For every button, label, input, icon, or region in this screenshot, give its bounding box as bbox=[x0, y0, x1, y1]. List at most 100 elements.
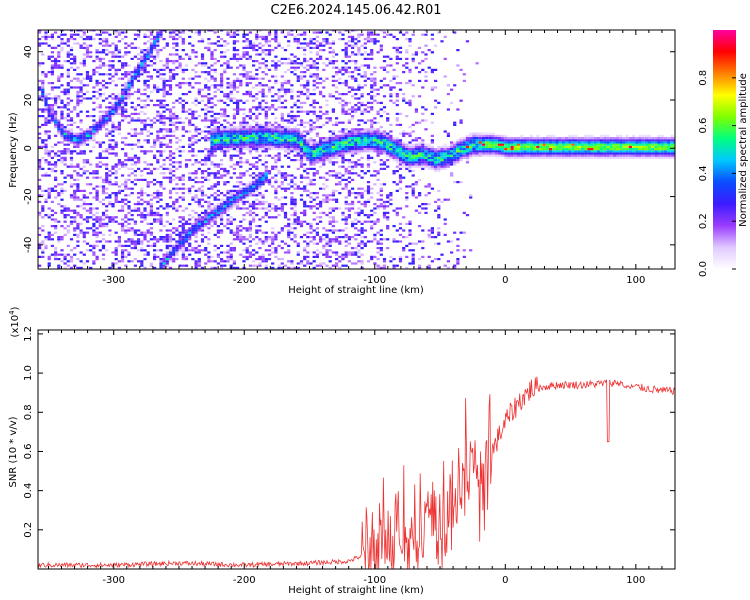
heatmap-cell bbox=[130, 71, 134, 74]
heatmap-cell bbox=[232, 266, 236, 269]
heatmap-cell bbox=[204, 222, 208, 225]
heatmap-cell bbox=[239, 128, 243, 131]
heatmap-cell bbox=[322, 152, 326, 155]
heatmap-cell bbox=[63, 33, 67, 36]
heatmap-cell bbox=[363, 242, 367, 245]
heatmap-cell bbox=[168, 71, 173, 74]
heatmap-cell bbox=[101, 110, 106, 113]
heatmap-cell bbox=[258, 255, 262, 258]
heatmap-cell bbox=[229, 84, 233, 87]
heatmap-cell bbox=[248, 46, 252, 49]
heatmap-cell bbox=[347, 130, 351, 133]
heatmap-cell bbox=[178, 62, 182, 65]
heatmap-cell bbox=[328, 211, 332, 214]
heatmap-cell bbox=[156, 150, 160, 153]
heatmap-cell bbox=[315, 73, 319, 76]
heatmap-cell bbox=[149, 170, 153, 173]
heatmap-cell bbox=[92, 134, 96, 137]
heatmap-cell bbox=[50, 97, 54, 100]
heatmap-cell bbox=[293, 128, 297, 131]
heatmap-cell bbox=[73, 62, 77, 65]
heatmap-cell bbox=[220, 86, 224, 89]
heatmap-cell bbox=[248, 244, 252, 247]
heatmap-cell bbox=[248, 95, 252, 98]
heatmap-cell bbox=[236, 139, 240, 142]
heatmap-cell bbox=[280, 62, 284, 65]
heatmap-cell bbox=[178, 84, 182, 87]
heatmap-cell bbox=[236, 104, 240, 107]
heatmap-cell bbox=[335, 240, 339, 243]
heatmap-cell bbox=[366, 106, 371, 109]
heatmap-cell bbox=[101, 187, 106, 190]
heatmap-cell bbox=[296, 77, 300, 80]
heatmap-cell bbox=[264, 123, 268, 126]
heatmap-cell bbox=[373, 134, 377, 137]
heatmap-cell bbox=[101, 185, 106, 188]
heatmap-cell bbox=[168, 255, 173, 258]
heatmap-cell bbox=[331, 95, 335, 98]
heatmap-cell bbox=[207, 148, 211, 151]
heatmap-cell bbox=[66, 165, 70, 168]
heatmap-cell bbox=[360, 170, 364, 173]
heatmap-cell bbox=[232, 260, 236, 263]
heatmap-cell bbox=[347, 161, 351, 164]
heatmap-cell bbox=[293, 60, 297, 63]
heatmap-cell bbox=[181, 134, 185, 137]
heatmap-cell bbox=[69, 141, 74, 144]
heatmap-cell bbox=[255, 194, 259, 197]
heatmap-cell bbox=[366, 198, 371, 201]
heatmap-cell bbox=[204, 194, 208, 197]
heatmap-cell bbox=[191, 222, 195, 225]
heatmap-cell bbox=[363, 137, 367, 140]
heatmap-cell bbox=[325, 236, 329, 239]
heatmap-cell bbox=[47, 152, 51, 155]
heatmap-cell bbox=[60, 30, 64, 32]
heatmap-cell bbox=[223, 260, 227, 263]
heatmap-cell bbox=[76, 165, 80, 168]
heatmap-cell bbox=[223, 145, 227, 148]
heatmap-cell bbox=[82, 130, 86, 133]
heatmap-cell bbox=[360, 33, 364, 36]
heatmap-cell bbox=[363, 143, 367, 146]
heatmap-cell bbox=[73, 55, 77, 58]
heatmap-cell bbox=[245, 90, 249, 93]
heatmap-cell bbox=[111, 218, 115, 221]
heatmap-cell bbox=[319, 156, 323, 159]
heatmap-cell bbox=[242, 174, 246, 177]
heatmap-cell bbox=[220, 266, 224, 269]
heatmap-cell bbox=[261, 49, 265, 52]
heatmap-cell bbox=[95, 172, 99, 175]
heatmap-cell bbox=[338, 240, 342, 243]
heatmap-cell bbox=[172, 30, 176, 32]
heatmap-cell bbox=[204, 249, 208, 252]
heatmap-cell bbox=[386, 200, 390, 203]
heatmap-cell bbox=[258, 225, 262, 228]
heatmap-cell bbox=[306, 183, 310, 186]
heatmap-cell bbox=[264, 73, 268, 76]
heatmap-cell bbox=[216, 198, 220, 201]
heatmap-cell bbox=[95, 194, 99, 197]
heatmap-cell bbox=[258, 62, 262, 65]
heatmap-cell bbox=[175, 200, 179, 203]
heatmap-cell bbox=[370, 73, 374, 76]
heatmap-cell bbox=[111, 112, 115, 115]
heatmap-cell bbox=[124, 110, 128, 113]
heatmap-cell bbox=[57, 126, 61, 129]
heatmap-cell bbox=[76, 66, 80, 69]
heatmap-cell bbox=[373, 132, 377, 135]
heatmap-cell bbox=[319, 44, 323, 47]
heatmap-cell bbox=[242, 139, 246, 142]
heatmap-cell bbox=[184, 68, 189, 71]
heatmap-cell bbox=[146, 231, 150, 234]
heatmap-cell bbox=[357, 211, 361, 214]
heatmap-cell bbox=[178, 216, 182, 219]
heatmap-cell bbox=[207, 110, 211, 113]
heatmap-cell bbox=[315, 253, 319, 256]
heatmap-cell bbox=[274, 255, 278, 258]
heatmap-cell bbox=[130, 156, 134, 159]
heatmap-cell bbox=[92, 71, 96, 74]
heatmap-cell bbox=[38, 97, 42, 100]
heatmap-cell bbox=[175, 244, 179, 247]
heatmap-cell bbox=[140, 64, 144, 67]
heatmap-cell bbox=[66, 207, 70, 210]
